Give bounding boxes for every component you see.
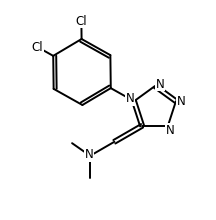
Text: N: N [126, 92, 134, 105]
Text: N: N [165, 124, 174, 137]
Text: N: N [156, 77, 164, 90]
Text: N: N [85, 148, 94, 161]
Text: N: N [176, 95, 185, 108]
Text: Cl: Cl [76, 15, 87, 28]
Text: Cl: Cl [32, 40, 43, 53]
